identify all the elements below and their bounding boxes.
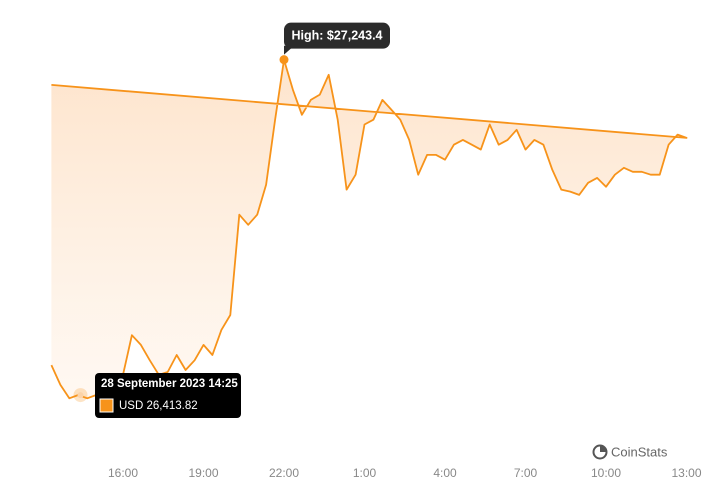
watermark-text: CoinStats — [611, 444, 668, 459]
tooltip-swatch — [99, 398, 114, 413]
tooltip-title: 28 September 2023 14:25 — [101, 378, 238, 390]
x-tick-label: 4:00 — [433, 466, 457, 480]
x-tick-label: 19:00 — [188, 466, 218, 480]
x-tick-label: 10:00 — [591, 466, 621, 480]
x-tick-label: 13:00 — [671, 466, 701, 480]
x-tick-label: 1:00 — [353, 466, 377, 480]
high-label: High: $27,243.4 — [291, 28, 382, 42]
logo-slice — [600, 445, 607, 452]
high-point — [279, 55, 289, 65]
high-label-pointer — [284, 45, 292, 55]
tooltip-value: USD 26,413.82 — [119, 400, 198, 412]
watermark: CoinStats — [592, 444, 668, 460]
x-tick-label: 7:00 — [514, 466, 538, 480]
x-tick-label: 16:00 — [108, 466, 138, 480]
tooltip-box — [95, 373, 241, 418]
high-label-box — [284, 22, 390, 49]
area — [51, 59, 687, 429]
tooltip-point — [77, 392, 84, 399]
x-tick-label: 22:00 — [269, 466, 299, 480]
